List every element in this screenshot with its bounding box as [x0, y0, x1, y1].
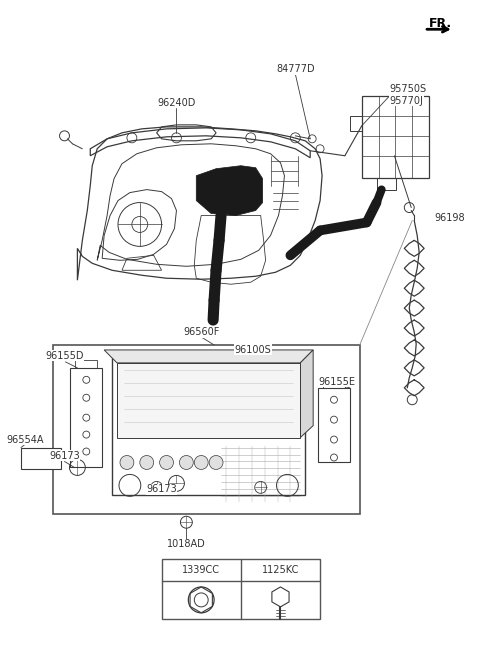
Bar [162, 559, 320, 619]
Text: 96155E: 96155E [318, 377, 355, 386]
Text: 96198: 96198 [434, 213, 465, 223]
Bar [323, 380, 345, 388]
Bar [112, 358, 305, 495]
Circle shape [194, 456, 208, 470]
Text: 96100S: 96100S [234, 345, 271, 355]
Polygon shape [300, 350, 313, 437]
Bar [362, 96, 429, 178]
Text: 1339CC: 1339CC [182, 565, 220, 575]
Bar [318, 388, 350, 462]
Text: 96554A: 96554A [6, 435, 44, 445]
Bar [53, 345, 360, 514]
Circle shape [140, 456, 154, 470]
Bar [71, 368, 102, 468]
Circle shape [120, 456, 134, 470]
Text: 96173: 96173 [146, 484, 177, 495]
Text: 96173: 96173 [49, 450, 80, 460]
Bar [21, 448, 60, 470]
Text: 84777D: 84777D [276, 64, 315, 74]
Circle shape [180, 456, 193, 470]
Text: 95750S: 95750S [389, 84, 427, 94]
Bar [117, 363, 300, 437]
Text: 96240D: 96240D [157, 98, 196, 108]
Polygon shape [104, 350, 313, 363]
Text: FR.: FR. [429, 17, 452, 30]
Polygon shape [196, 166, 263, 215]
Bar [75, 360, 97, 368]
Text: 96560F: 96560F [183, 327, 219, 337]
Circle shape [160, 456, 173, 470]
Text: 1018AD: 1018AD [167, 539, 206, 549]
Circle shape [209, 456, 223, 470]
Text: 1125KC: 1125KC [262, 565, 299, 575]
Text: 96155D: 96155D [45, 351, 84, 361]
Text: 95770J: 95770J [389, 96, 423, 106]
